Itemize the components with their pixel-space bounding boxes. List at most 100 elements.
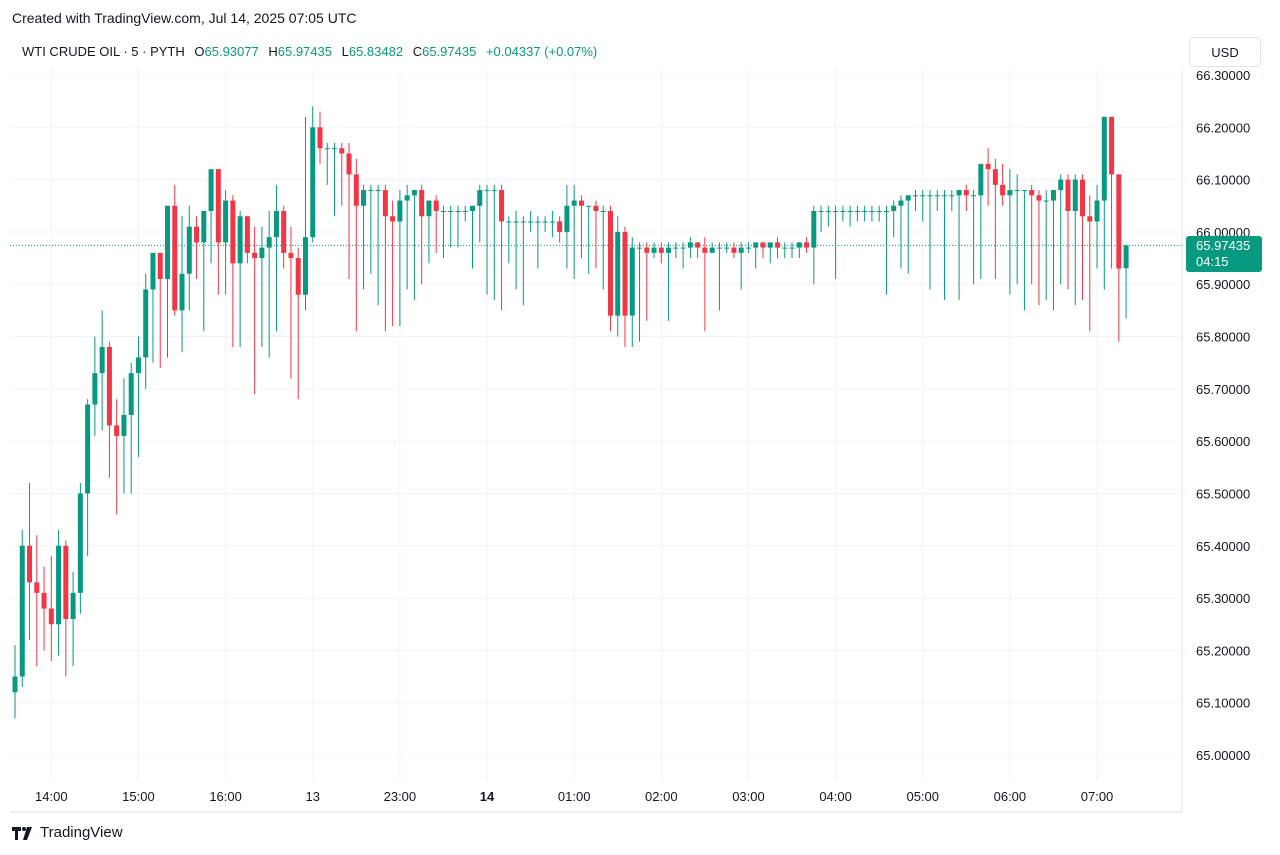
x-tick-label: 15:00 bbox=[122, 789, 155, 804]
candle-body bbox=[731, 247, 737, 253]
currency-button[interactable]: USD bbox=[1189, 37, 1261, 67]
candle-body bbox=[317, 127, 323, 149]
candle-body bbox=[934, 195, 940, 197]
candle-body bbox=[985, 163, 991, 170]
candle-body bbox=[143, 289, 149, 358]
candle bbox=[244, 216, 250, 264]
candle bbox=[949, 190, 955, 211]
candle-body bbox=[571, 200, 577, 206]
candle-body bbox=[949, 195, 955, 197]
candle bbox=[186, 205, 192, 311]
candle-body bbox=[927, 195, 933, 197]
brand-name: TradingView bbox=[40, 824, 123, 841]
candle-body bbox=[1050, 190, 1056, 201]
candle-body bbox=[346, 153, 352, 175]
x-tick-label: 14:00 bbox=[35, 789, 68, 804]
last-price-tag: 65.97435 04:15 bbox=[1186, 236, 1262, 272]
candle-body bbox=[455, 211, 461, 212]
x-axis: 14:00 15:00 16:00 13 23:00 14 01:00 02:00 03:00 0… bbox=[35, 789, 1113, 804]
candle-body bbox=[281, 211, 287, 253]
tradingview-logo[interactable]: TradingView bbox=[12, 824, 123, 841]
candle-body bbox=[172, 205, 178, 311]
candle bbox=[165, 205, 171, 358]
candle bbox=[172, 184, 178, 316]
y-tick-label: 65.10000 bbox=[1196, 696, 1250, 711]
candle bbox=[77, 483, 83, 614]
candle-body bbox=[593, 205, 599, 211]
candle-body bbox=[361, 190, 367, 206]
candle-body bbox=[179, 273, 185, 311]
candle bbox=[390, 200, 396, 327]
y-tick-label: 65.30000 bbox=[1196, 591, 1250, 606]
close-value: 65.97435 bbox=[422, 44, 477, 59]
candle bbox=[440, 205, 446, 259]
candle bbox=[586, 205, 592, 274]
candle bbox=[150, 252, 156, 363]
candle bbox=[491, 184, 497, 300]
candle-body bbox=[223, 200, 229, 243]
x-tick-label: 23:00 bbox=[384, 789, 417, 804]
candle-body bbox=[411, 190, 417, 196]
candle-body bbox=[513, 221, 519, 223]
candle bbox=[854, 205, 860, 222]
candle-body bbox=[499, 190, 505, 222]
y-tick-label: 65.90000 bbox=[1196, 277, 1250, 292]
candle-body bbox=[288, 252, 294, 259]
candle-body bbox=[462, 211, 468, 212]
candle bbox=[252, 226, 258, 395]
candle-body bbox=[876, 211, 882, 212]
candle-body bbox=[34, 582, 40, 593]
candle bbox=[433, 195, 439, 253]
candle-body bbox=[150, 252, 156, 290]
high-value: 65.97435 bbox=[277, 44, 332, 59]
candle-body bbox=[339, 148, 345, 154]
bar-countdown: 04:15 bbox=[1196, 254, 1229, 269]
candle-body bbox=[259, 247, 265, 259]
candle bbox=[833, 205, 839, 279]
candle-body bbox=[390, 216, 396, 222]
candle-body bbox=[230, 200, 236, 264]
candle-body bbox=[484, 190, 490, 192]
candle-body bbox=[404, 195, 410, 201]
candle bbox=[223, 190, 229, 295]
candle bbox=[302, 116, 308, 311]
candle bbox=[520, 216, 526, 306]
candle bbox=[731, 242, 737, 259]
candle bbox=[368, 184, 374, 274]
candle bbox=[912, 190, 918, 211]
candle-body bbox=[92, 373, 98, 405]
candle bbox=[571, 184, 577, 279]
candle bbox=[99, 310, 105, 431]
candle bbox=[1029, 184, 1035, 285]
x-tick-label: 05:00 bbox=[906, 789, 939, 804]
candle-body bbox=[869, 211, 875, 212]
candle bbox=[208, 169, 214, 264]
x-tick-label: 04:00 bbox=[819, 789, 852, 804]
candle bbox=[1007, 169, 1013, 295]
candle-body bbox=[775, 242, 781, 248]
candle-body bbox=[382, 190, 388, 217]
chart-legend: WTI CRUDE OIL · 5 · PYTH O65.93077 H65.9… bbox=[22, 44, 597, 59]
candle bbox=[411, 190, 417, 300]
candle-body bbox=[1109, 116, 1115, 175]
created-with-caption: Created with TradingView.com, Jul 14, 20… bbox=[12, 10, 357, 26]
candle-body bbox=[811, 211, 817, 248]
candle-body bbox=[237, 216, 243, 264]
candle-body bbox=[898, 200, 904, 206]
candle-body bbox=[942, 195, 948, 197]
candle-body bbox=[165, 205, 171, 279]
candle-body bbox=[63, 545, 69, 619]
candle-body bbox=[1058, 179, 1064, 191]
candle bbox=[956, 190, 962, 300]
candle-body bbox=[201, 211, 207, 243]
candle-body bbox=[1094, 200, 1100, 222]
candle-body bbox=[27, 545, 33, 583]
candle bbox=[847, 205, 853, 227]
candle-body bbox=[963, 190, 969, 196]
candle-body bbox=[702, 247, 708, 253]
candle-body bbox=[738, 247, 744, 253]
candle-body bbox=[1036, 195, 1042, 201]
candle bbox=[1021, 190, 1027, 311]
y-tick-label: 66.10000 bbox=[1196, 173, 1250, 188]
